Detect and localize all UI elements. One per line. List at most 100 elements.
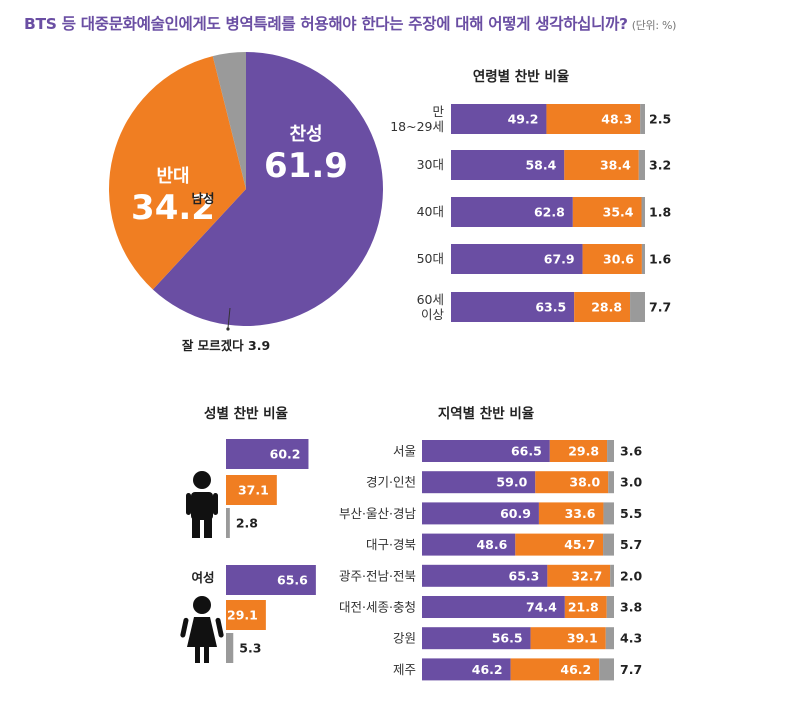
- gender-chart-title: 성별 찬반 비율: [204, 405, 288, 422]
- age-bar-label: 28.8: [591, 300, 622, 315]
- female-person-icon: [180, 596, 224, 663]
- gender-bar-disagree: [226, 475, 277, 505]
- region-bar-agree: [422, 658, 511, 681]
- age-unknown-label: 7.7: [649, 300, 671, 315]
- age-category-label: 만: [432, 104, 444, 119]
- region-bar-unknown: [610, 564, 614, 587]
- region-bar-label: 33.6: [565, 506, 596, 521]
- region-category-label: 서울: [393, 444, 416, 459]
- region-bar-unknown: [606, 596, 614, 618]
- region-bar-unknown: [599, 658, 614, 681]
- gender-unknown-label: 5.3: [239, 641, 261, 656]
- region-category-label: 대구·경북: [366, 537, 416, 552]
- region-bar-disagree: [535, 471, 609, 494]
- age-unknown-label: 2.5: [649, 112, 671, 127]
- age-bar-unknown: [641, 244, 645, 274]
- age-bar-agree: [451, 292, 575, 322]
- age-bar-unknown: [641, 197, 645, 227]
- region-bar-label: 38.0: [569, 475, 600, 490]
- pie-slice-agree: [152, 52, 383, 326]
- region-bar-agree: [422, 502, 539, 525]
- region-bar-label: 45.7: [564, 537, 595, 552]
- region-bar-disagree: [547, 564, 611, 587]
- region-bar-label: 21.8: [568, 600, 599, 615]
- male-person-icon: [186, 471, 218, 538]
- gender-bar-label: 29.1: [227, 608, 258, 623]
- region-bar-label: 60.9: [500, 506, 531, 521]
- pie-label-unknown: 잘 모르겠다 3.9: [182, 338, 270, 353]
- pie-label-disagree-name: 반대: [156, 166, 189, 187]
- age-bar-label: 30.6: [603, 252, 634, 267]
- region-category-label: 대전·세종·충청: [339, 600, 416, 615]
- age-bar-label: 35.4: [603, 205, 634, 220]
- age-bar-agree: [451, 150, 565, 180]
- pie-leader-dot: [226, 327, 230, 331]
- region-chart-title: 지역별 찬반 비율: [438, 405, 534, 422]
- pie-label-agree-value: 61.9: [264, 146, 348, 186]
- region-bar-unknown: [605, 627, 614, 650]
- region-bar-unknown: [603, 533, 614, 556]
- age-bar-disagree: [574, 292, 631, 322]
- age-bar-disagree: [572, 197, 642, 227]
- gender-bar-agree: [226, 565, 316, 595]
- age-bar-unknown: [630, 292, 645, 322]
- age-bar-unknown: [638, 150, 645, 180]
- age-category-label: 이상: [421, 307, 445, 322]
- region-bar-agree: [422, 596, 565, 618]
- region-unknown-label: 5.5: [620, 506, 642, 521]
- region-bar-label: 74.4: [526, 600, 557, 615]
- region-bar-label: 39.1: [567, 631, 598, 646]
- region-unknown-label: 5.7: [620, 537, 642, 552]
- gender-bar-agree: [226, 439, 309, 469]
- age-bar-agree: [451, 104, 547, 134]
- age-bar-label: 48.3: [601, 112, 632, 127]
- region-bar-disagree: [515, 533, 604, 556]
- gender-bar-label: 37.1: [238, 483, 269, 498]
- region-bar-agree: [422, 533, 516, 556]
- region-bar-label: 46.2: [560, 662, 591, 677]
- age-unknown-label: 1.6: [649, 252, 671, 267]
- region-unknown-label: 2.0: [620, 568, 642, 583]
- region-unknown-label: 4.3: [620, 631, 642, 646]
- age-bar-disagree: [546, 104, 641, 134]
- region-bar-unknown: [608, 471, 614, 494]
- region-bar-label: 59.0: [496, 475, 527, 490]
- region-category-label: 경기·인천: [366, 475, 416, 490]
- region-bar-unknown: [607, 440, 614, 462]
- age-bar-label: 58.4: [525, 158, 556, 173]
- region-bar-unknown: [603, 502, 614, 525]
- gender-bar-disagree: [226, 600, 266, 630]
- region-category-label: 제주: [393, 662, 416, 677]
- pie-label-agree-name: 찬성: [289, 124, 322, 145]
- age-category-label: 60세: [417, 292, 444, 307]
- region-bar-label: 48.6: [476, 537, 507, 552]
- region-unknown-label: 3.8: [620, 600, 642, 615]
- age-bar-label: 49.2: [508, 112, 539, 127]
- region-unknown-label: 3.6: [620, 444, 642, 459]
- age-category-label: 50대: [417, 251, 444, 266]
- age-bar-label: 38.4: [600, 158, 631, 173]
- gender-category-label: 남성: [191, 191, 214, 206]
- age-unknown-label: 3.2: [649, 158, 671, 173]
- gender-bar-unknown: [226, 633, 234, 663]
- gender-chart: 성별 찬반 비율 남성 60.2 37.1 2.8 여성 65.6 29.1 5.3: [180, 191, 316, 663]
- gender-bar-unknown: [226, 508, 230, 538]
- age-bar-unknown: [640, 104, 645, 134]
- age-category-label: 18~29세: [390, 119, 444, 134]
- age-bar-label: 62.8: [534, 205, 565, 220]
- gender-unknown-label: 2.8: [236, 516, 258, 531]
- pie-leader-line: [227, 307, 231, 329]
- region-bar-disagree: [538, 502, 604, 525]
- region-bar-label: 66.5: [511, 444, 542, 459]
- region-bar-disagree: [564, 596, 607, 618]
- region-bar-disagree: [549, 440, 608, 462]
- region-unknown-label: 7.7: [620, 662, 642, 677]
- age-bar-disagree: [564, 150, 639, 180]
- age-bar-label: 67.9: [544, 252, 575, 267]
- age-bar-agree: [451, 197, 573, 227]
- page-title: BTS 등 대중문화예술인에게도 병역특례를 허용해야 한다는 주장에 대해 어…: [24, 12, 676, 34]
- region-bar-agree: [422, 627, 531, 650]
